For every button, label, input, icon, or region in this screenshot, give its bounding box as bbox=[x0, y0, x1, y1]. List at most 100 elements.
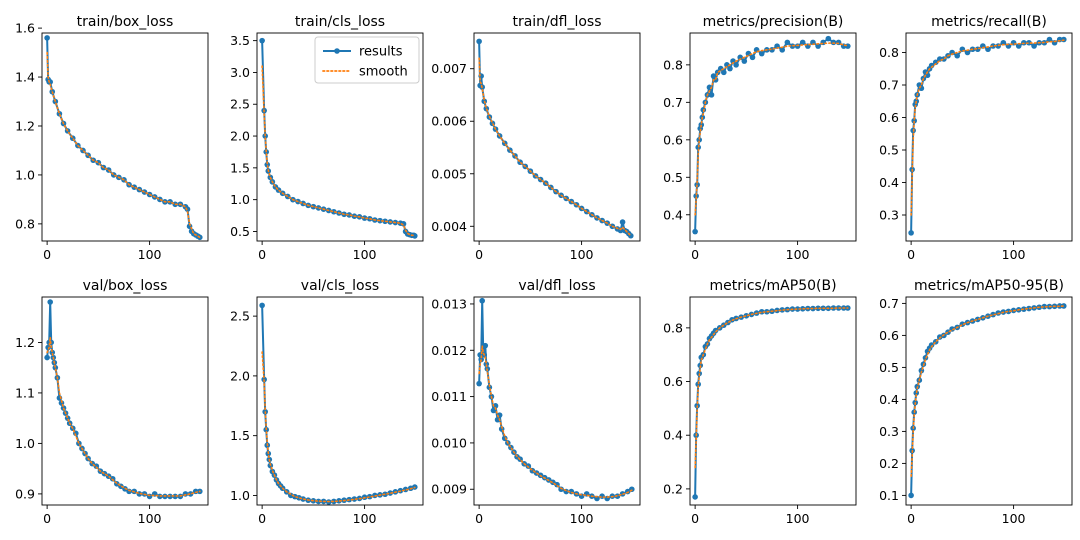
x-tick-label: 0 bbox=[258, 511, 266, 526]
y-tick-label: 1.4 bbox=[15, 70, 35, 85]
y-tick-label: 0.7 bbox=[879, 296, 899, 311]
results-point bbox=[815, 305, 821, 312]
y-tick-label: 0.2 bbox=[663, 481, 683, 496]
panel-train-cls-loss: train/cls_loss 0 100 0.5 1.0 1.5 2.0 2.5 3.0 3.5 r… bbox=[230, 14, 424, 262]
panel-val-box-loss: val/box_loss 0 100 0.9 1.0 1.1 1.2 bbox=[15, 278, 209, 526]
axes-frame bbox=[905, 32, 1073, 242]
results-point bbox=[259, 302, 265, 309]
results-point bbox=[146, 493, 153, 500]
panel-val-cls-loss: val/cls_loss 0 100 1.0 1.5 2.0 2.5 bbox=[230, 278, 424, 526]
y-tick-label: 1.0 bbox=[230, 192, 250, 207]
y-tick-label: 0.8 bbox=[15, 216, 35, 231]
results-point bbox=[708, 92, 715, 98]
results-point bbox=[619, 219, 626, 225]
y-tick-label: 1.5 bbox=[230, 428, 250, 443]
legend: results smooth bbox=[314, 36, 420, 84]
y-tick-label: 2.0 bbox=[230, 129, 250, 144]
results-point bbox=[1031, 43, 1037, 49]
y-tick-label: 1.0 bbox=[15, 167, 35, 182]
y-tick-label: 2.5 bbox=[230, 309, 250, 324]
axes-frame bbox=[473, 32, 641, 242]
results-point bbox=[259, 37, 265, 44]
results-point bbox=[331, 208, 337, 215]
y-tick-label: 0.7 bbox=[879, 78, 899, 93]
y-tick-label: 0.6 bbox=[663, 374, 683, 389]
results-point bbox=[49, 349, 56, 356]
smooth-line bbox=[910, 39, 1065, 216]
y-tick-label: 0.5 bbox=[663, 170, 683, 185]
panel-title: train/box_loss bbox=[77, 14, 174, 30]
results-point bbox=[794, 306, 801, 312]
y-tick-label: 0.6 bbox=[879, 110, 899, 125]
x-tick-label: 100 bbox=[570, 247, 594, 262]
x-tick-label: 100 bbox=[353, 511, 377, 526]
results-point bbox=[351, 496, 358, 502]
panel-title: val/box_loss bbox=[83, 278, 168, 294]
smooth-line bbox=[46, 51, 201, 239]
smooth-line bbox=[478, 345, 633, 498]
axes-frame bbox=[256, 32, 424, 242]
results-point bbox=[741, 58, 748, 64]
y-tick-label: 0.013 bbox=[431, 296, 467, 311]
results-point bbox=[361, 215, 368, 221]
y-tick-label: 0.8 bbox=[879, 45, 899, 60]
results-point bbox=[743, 312, 750, 319]
results-point bbox=[476, 380, 482, 387]
results-point bbox=[1041, 303, 1048, 310]
x-tick-label: 100 bbox=[786, 511, 810, 526]
y-tick-label: 0.5 bbox=[879, 360, 899, 375]
results-point bbox=[779, 307, 786, 313]
results-point bbox=[758, 50, 765, 57]
y-tick-label: 0.1 bbox=[879, 488, 899, 503]
panel-metrics-map50-b: metrics/mAP50(B) 0 100 0.2 0.4 0.6 0.8 bbox=[663, 278, 857, 526]
results-point bbox=[315, 498, 322, 505]
y-tick-label: 0.6 bbox=[663, 132, 683, 147]
results-point bbox=[558, 486, 564, 493]
results-point bbox=[45, 344, 51, 351]
x-tick-label: 100 bbox=[786, 247, 810, 262]
results-line bbox=[261, 305, 416, 504]
results-point bbox=[490, 407, 497, 414]
x-tick-label: 100 bbox=[353, 247, 377, 262]
axes-frame bbox=[473, 296, 641, 506]
y-tick-label: 1.2 bbox=[15, 118, 35, 133]
panel-train-dfl-loss: train/dfl_loss 0 100 0.004 0.005 0.006 0.007 bbox=[431, 14, 641, 262]
y-tick-label: 0.012 bbox=[431, 343, 467, 358]
y-tick-label: 0.6 bbox=[879, 328, 899, 343]
results-point bbox=[974, 316, 981, 323]
smooth-line bbox=[261, 65, 416, 237]
axes-frame bbox=[689, 32, 857, 242]
results-point bbox=[990, 43, 996, 49]
panel-title: val/cls_loss bbox=[301, 278, 379, 294]
y-tick-label: 0.3 bbox=[879, 208, 899, 223]
x-tick-label: 100 bbox=[138, 511, 162, 526]
y-tick-label: 0.005 bbox=[431, 166, 467, 181]
y-tick-label: 1.1 bbox=[15, 385, 35, 400]
results-point bbox=[932, 59, 939, 66]
legend-results-marker bbox=[334, 48, 340, 54]
y-tick-label: 0.4 bbox=[663, 428, 683, 443]
panel-title: metrics/recall(B) bbox=[931, 14, 1047, 30]
results-point bbox=[476, 38, 482, 45]
x-tick-label: 0 bbox=[691, 511, 699, 526]
y-tick-label: 0.4 bbox=[663, 207, 683, 222]
y-tick-label: 0.8 bbox=[663, 57, 683, 72]
panel-title: metrics/mAP50-95(B) bbox=[914, 278, 1064, 294]
results-point bbox=[737, 54, 744, 61]
results-line bbox=[694, 307, 848, 497]
panel-metrics-precision-b: metrics/precision(B) 0 100 0.4 0.5 0.6 0.7 0.8 bbox=[663, 14, 857, 262]
y-tick-label: 1.6 bbox=[15, 21, 35, 36]
y-tick-label: 0.4 bbox=[879, 175, 899, 190]
results-point bbox=[412, 233, 418, 239]
y-tick-label: 0.7 bbox=[663, 95, 683, 110]
y-tick-label: 0.006 bbox=[431, 114, 467, 129]
results-point bbox=[157, 196, 163, 203]
y-tick-label: 0.010 bbox=[431, 435, 467, 450]
results-point bbox=[964, 49, 971, 56]
results-point bbox=[187, 491, 194, 497]
results-point bbox=[908, 230, 914, 236]
y-tick-label: 3.0 bbox=[230, 65, 250, 80]
results-point bbox=[400, 221, 407, 227]
results-point bbox=[779, 47, 786, 53]
axes-frame bbox=[689, 296, 857, 506]
